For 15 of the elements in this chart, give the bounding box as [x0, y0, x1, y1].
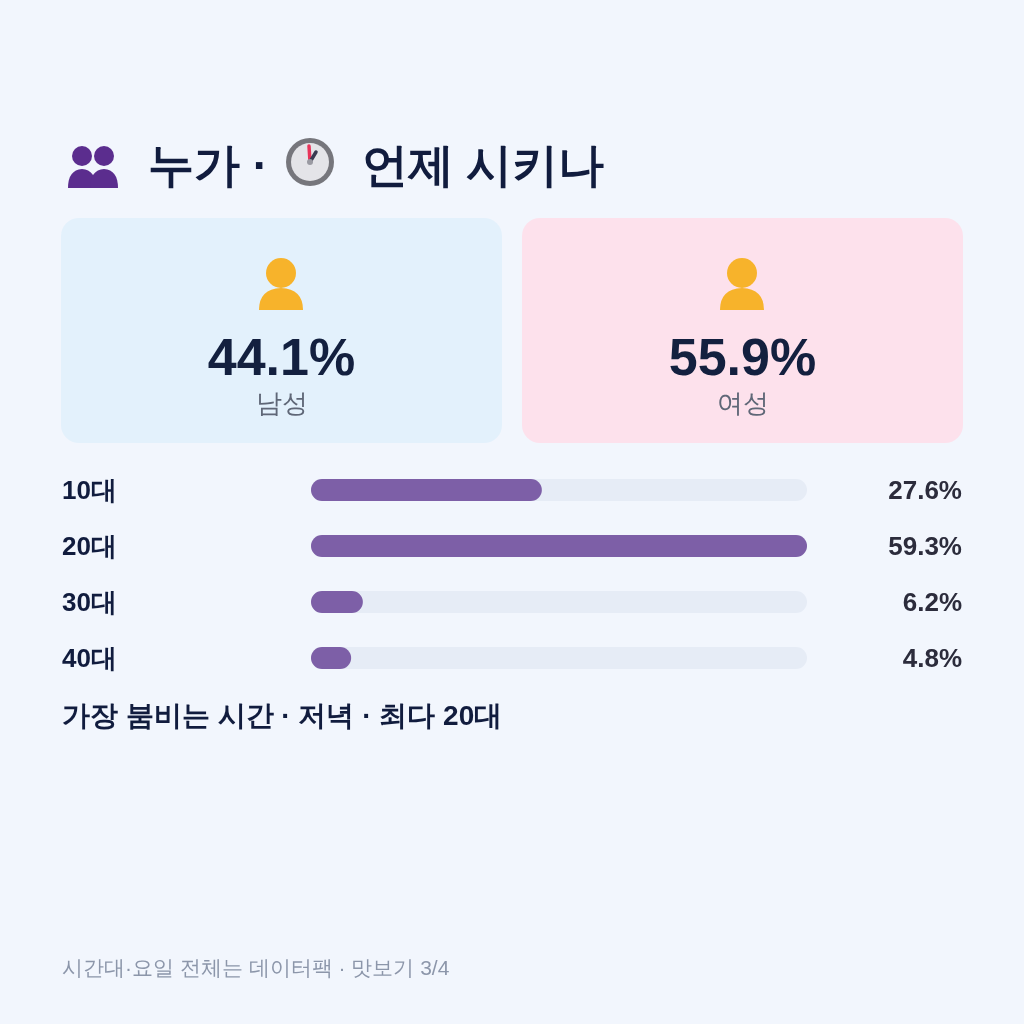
text: 44.1%: [207, 328, 356, 386]
data-label: 6.2%: [902, 587, 962, 617]
data-label: 59.3%: [888, 531, 962, 561]
category-label: 여성: [715, 387, 770, 419]
text: 55.9%: [668, 328, 817, 386]
data-label: 4.8%: [902, 643, 962, 673]
text: 가장 붐비는 시간 · 저녁 · 최다 20대: [62, 699, 503, 733]
y-tick-label: 30대: [62, 587, 117, 617]
data-label: 27.6%: [888, 475, 962, 505]
y-tick-label: 20대: [62, 531, 117, 561]
text: 시간대·요일 전체는 데이터팩 · 맛보기 3/4: [62, 955, 450, 981]
chart-title: 누가 · 언제 시키나: [148, 139, 605, 191]
y-tick-label: 10대: [62, 475, 117, 505]
y-tick-label: 40대: [62, 643, 117, 673]
category-label: 남성: [254, 387, 309, 419]
